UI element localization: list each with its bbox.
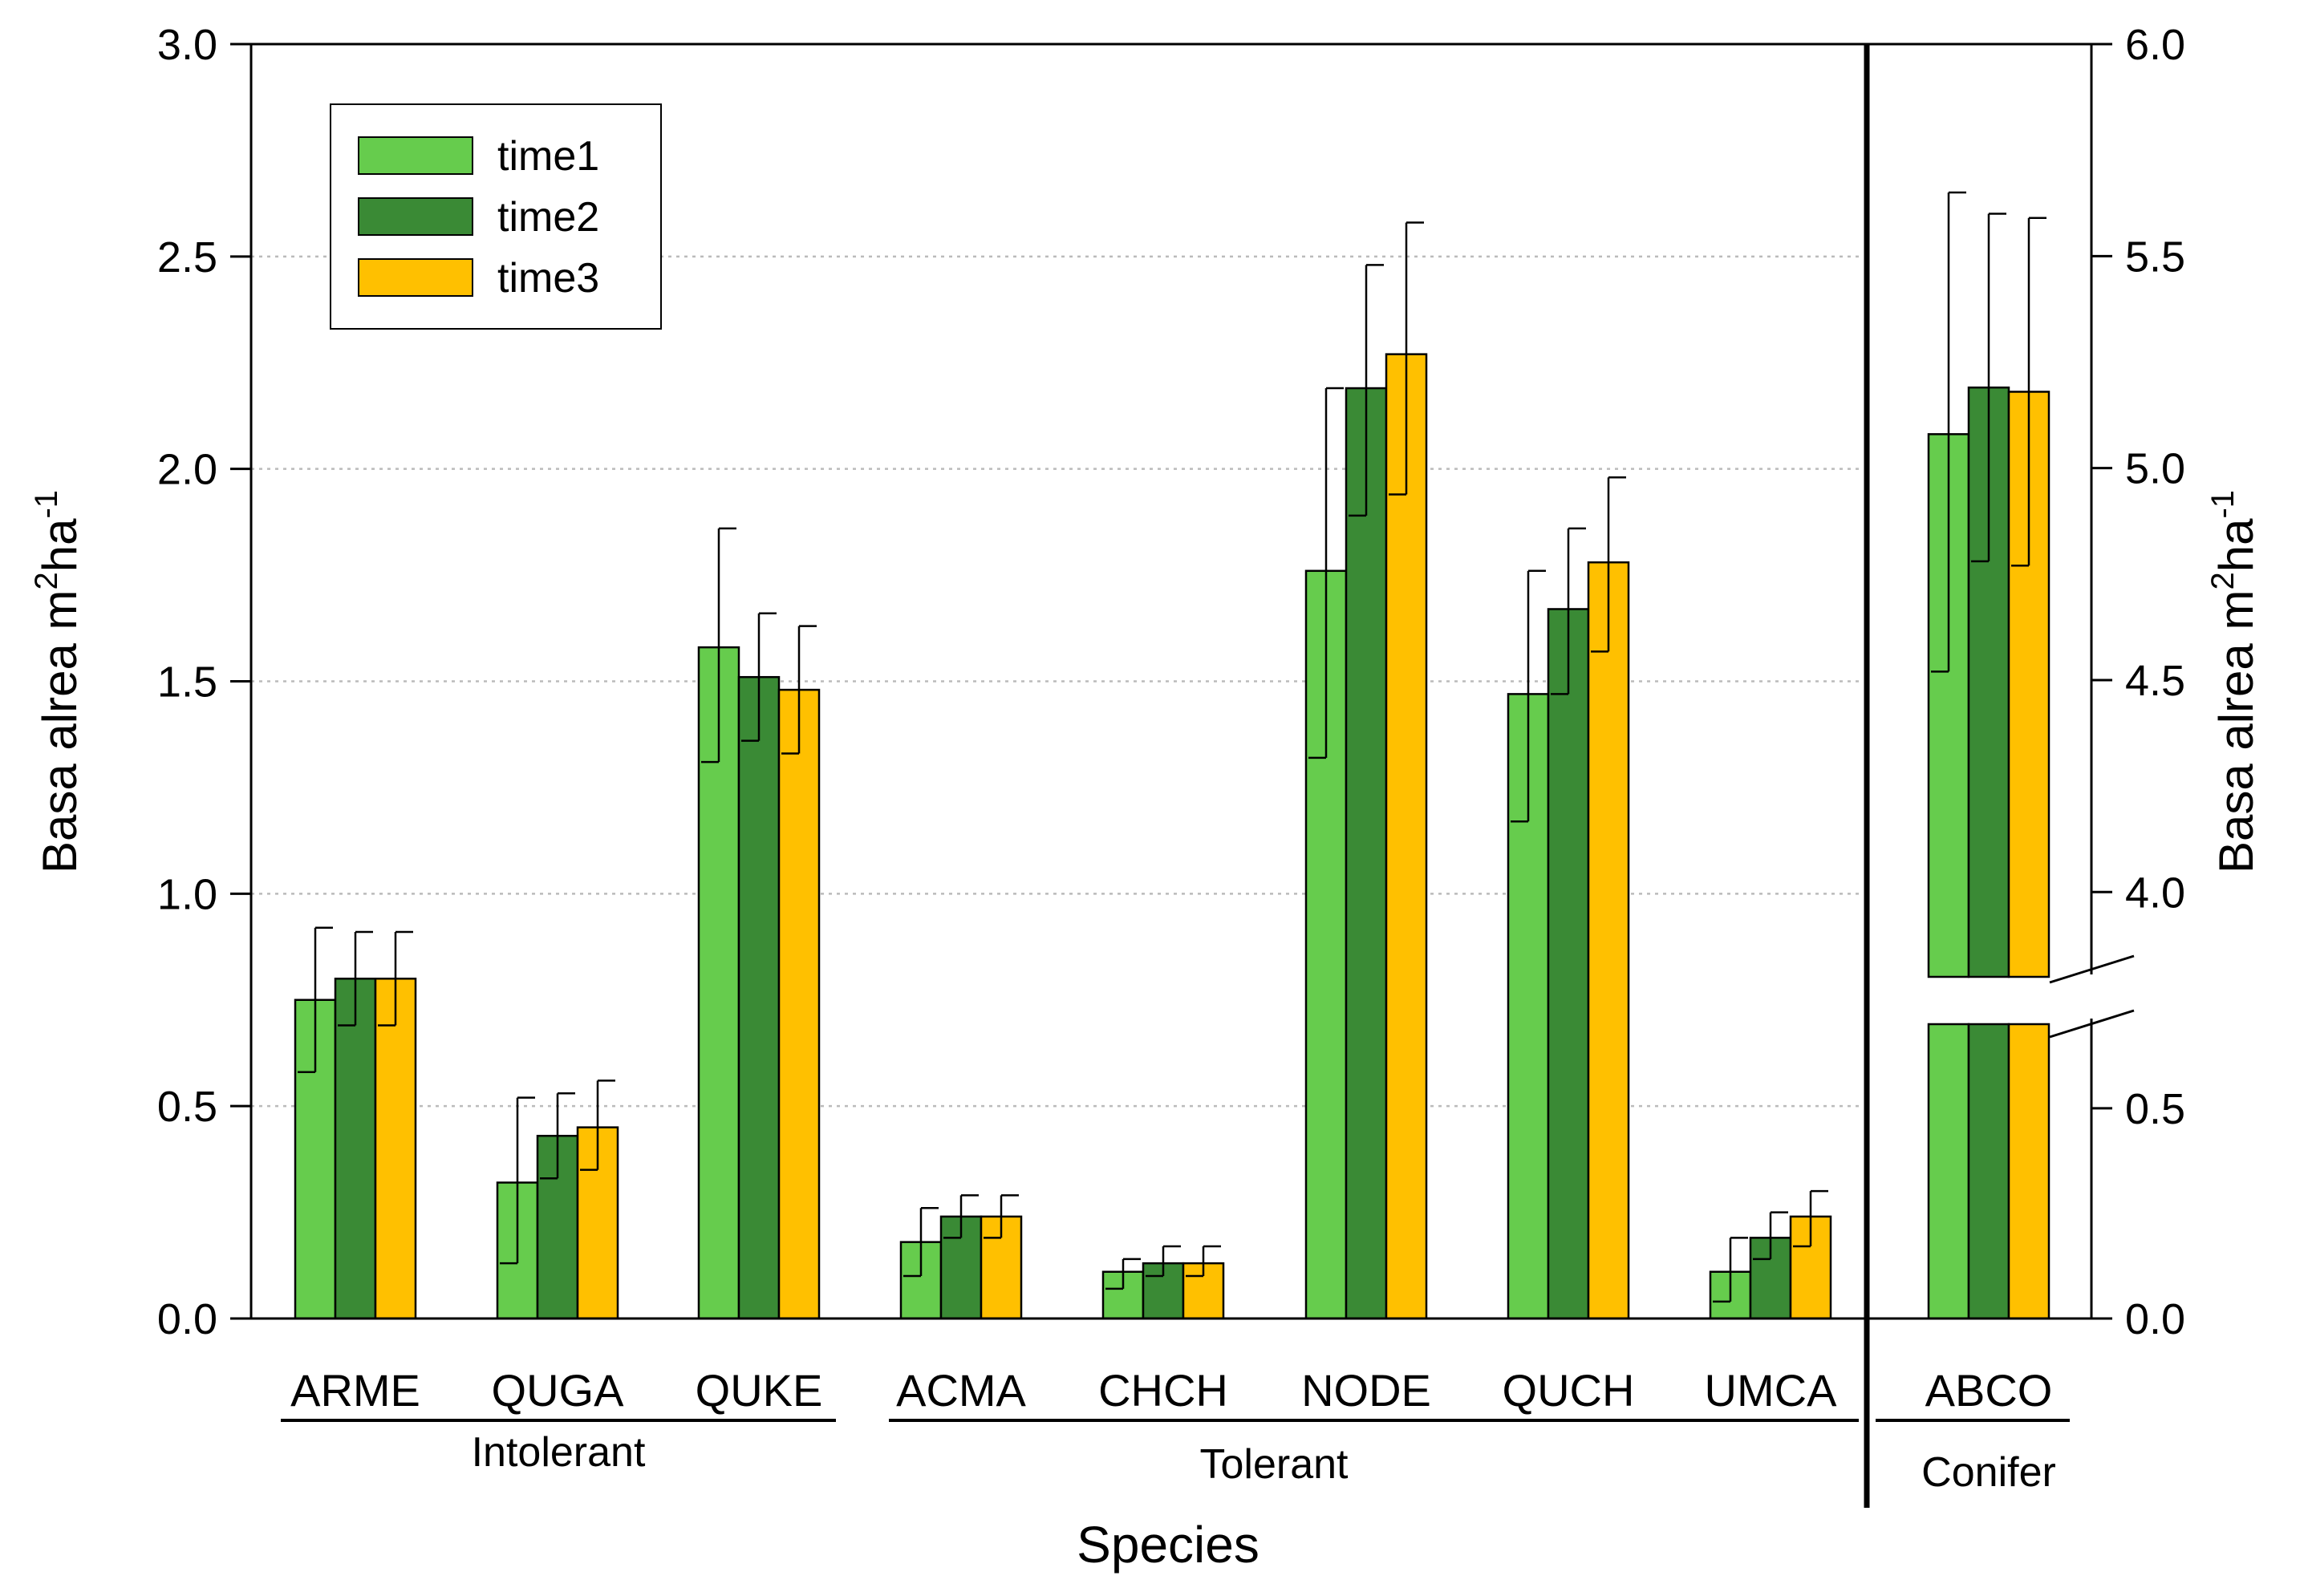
x-tick-label-ACMA: ACMA — [896, 1365, 1026, 1416]
x-tick-label-ABCO: ABCO — [1925, 1365, 2053, 1416]
bar-lower-segment-time2-ABCO — [1967, 1023, 2010, 1320]
group-label-intolerant: Intolerant — [472, 1429, 646, 1476]
legend: time1 time2 time3 — [330, 103, 662, 330]
legend-swatch-time1 — [358, 136, 473, 175]
y-axis-right-title: Basa alrea m2ha-1 — [2205, 490, 2263, 873]
y-right-tick-label: 4.0 — [2125, 869, 2185, 917]
bar-lower-segment-time3-ABCO — [2007, 1023, 2050, 1320]
x-tick-label-CHCH: CHCH — [1098, 1365, 1228, 1416]
y-left-tick-label: 1.0 — [157, 870, 217, 918]
bar-lower-segment-time1-ABCO — [1927, 1023, 1970, 1320]
x-tick-label-ARME: ARME — [290, 1365, 420, 1416]
legend-label-time1: time1 — [497, 133, 599, 180]
y-right-tick-label: 5.0 — [2125, 445, 2185, 493]
group-label-conifer: Conifer — [1921, 1449, 2056, 1496]
y-axis-left-title: Basa alrea m2ha-1 — [29, 490, 87, 873]
legend-label-time2: time2 — [497, 194, 599, 241]
bar-time2-ARME — [334, 978, 377, 1320]
x-axis-title: Species — [1077, 1516, 1259, 1574]
y-left-tick-label: 0.5 — [157, 1083, 217, 1131]
y-right-tick-label: 6.0 — [2125, 21, 2185, 69]
x-axis-category-labels: ARME QUGA QUKE ACMA CHCH NODE QUCH UMCA ABCO — [290, 1365, 2052, 1416]
x-tick-label-UMCA: UMCA — [1705, 1365, 1838, 1416]
group-labels: Intolerant Tolerant Conifer — [281, 1419, 2070, 1496]
y-right-tick-label: 0.0 — [2125, 1295, 2185, 1343]
legend-swatch-time3 — [358, 258, 473, 297]
bar-time3-NODE — [1385, 353, 1428, 1320]
error-bars-layer — [298, 191, 2046, 1303]
y-axis-left-ticks: 0.0 0.5 1.0 1.5 2.0 2.5 3.0 — [157, 21, 251, 1343]
y-left-tick-label: 0.0 — [157, 1295, 217, 1343]
x-tick-label-QUCH: QUCH — [1503, 1365, 1635, 1416]
x-tick-label-QUKE: QUKE — [696, 1365, 823, 1416]
bar-time2-QUCH — [1547, 608, 1590, 1320]
y-right-tick-label: 0.5 — [2125, 1085, 2185, 1133]
legend-swatch-time2 — [358, 197, 473, 236]
y-left-tick-label: 2.5 — [157, 233, 217, 282]
y-right-tick-label: 4.5 — [2125, 657, 2185, 705]
x-tick-label-NODE: NODE — [1301, 1365, 1431, 1416]
bar-time2-NODE — [1345, 387, 1388, 1320]
y-left-tick-label: 2.0 — [157, 446, 217, 494]
y-right-tick-label: 5.5 — [2125, 233, 2185, 281]
y-left-tick-label: 3.0 — [157, 21, 217, 69]
bar-time3-QUKE — [777, 688, 821, 1320]
bar-time3-QUCH — [1587, 561, 1630, 1320]
bar-time2-QUKE — [737, 675, 781, 1320]
legend-label-time3: time3 — [497, 255, 599, 302]
axis-break-mark-upper — [2049, 954, 2135, 984]
bar-time3-ARME — [374, 978, 417, 1320]
axis-break-mark-lower — [2049, 1009, 2135, 1039]
group-label-tolerant: Tolerant — [1200, 1441, 1349, 1488]
bars-layer — [294, 353, 2050, 1320]
x-tick-label-QUGA: QUGA — [492, 1365, 625, 1416]
y-axis-right-ticks: 0.0 0.5 4.0 4.5 5.0 5.5 6.0 — [2091, 21, 2185, 1343]
y-left-tick-label: 1.5 — [157, 658, 217, 707]
